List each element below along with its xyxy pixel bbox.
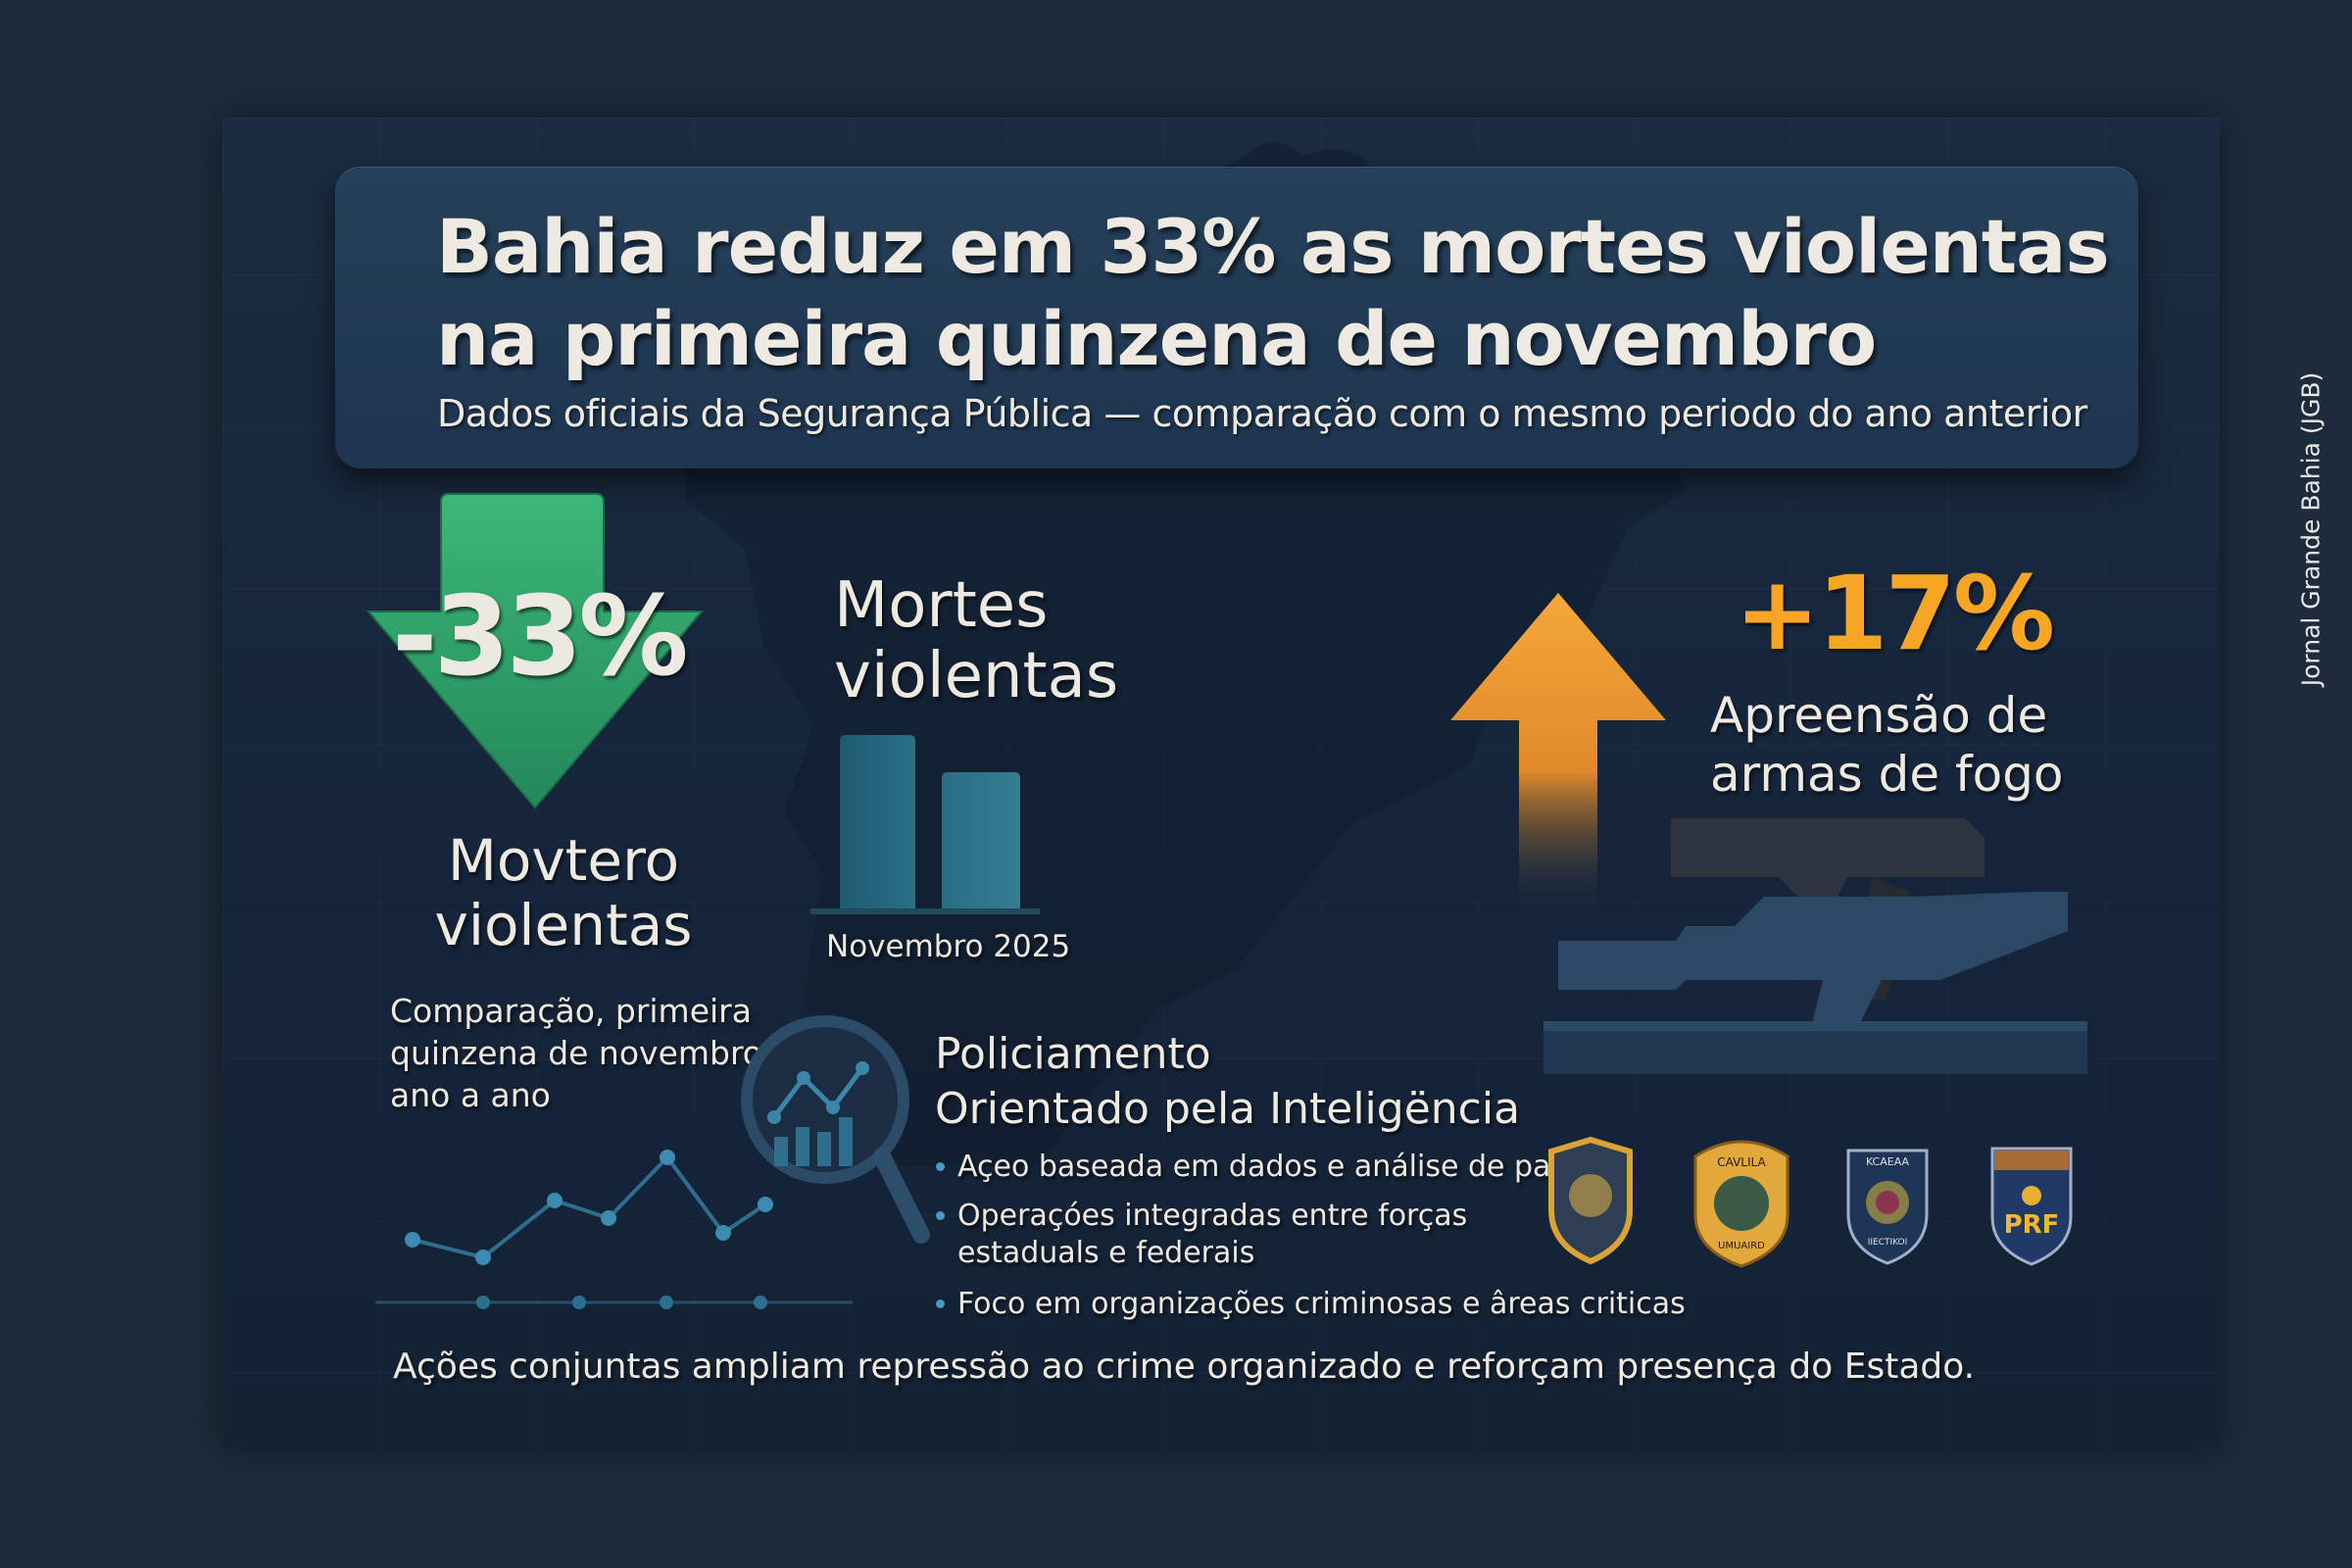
policing-title-line-1: Policiamento — [935, 1029, 1211, 1079]
policing-bullets: Açeo baseada em dados e análise de padrõ… — [936, 1149, 1686, 1323]
bar-current-year — [942, 772, 1020, 910]
magnifier-chart-icon — [741, 1015, 930, 1244]
badge-bottom-text: IIECTIKOI — [1868, 1238, 1908, 1248]
left-label-line-1: Movtero — [447, 827, 680, 894]
policing-title: Policiamento Orientado pela Inteligëncia — [935, 1027, 1520, 1137]
right-label-line-1: Apreensão de — [1710, 687, 2048, 744]
desc-line-3: ano a ano — [390, 1076, 551, 1114]
title-box — [335, 167, 2138, 468]
bullet-item: Operaçóes integradas entre forças — [936, 1198, 1686, 1235]
prf-text: PRF — [2004, 1210, 2060, 1240]
bar-caption: Novembro 2025 — [826, 929, 1071, 964]
police-badge-icon — [1548, 1137, 1633, 1264]
bullet-dot-icon — [936, 1162, 945, 1171]
bullet-dot-icon — [936, 1211, 945, 1220]
prf-badge-icon: PRF — [1990, 1147, 2073, 1266]
police-badge-icon: CAVLILA UMUAIRD — [1693, 1140, 1789, 1268]
left-label-line-2: violentas — [434, 892, 693, 958]
bar-title-line-1: Mortes — [834, 569, 1049, 642]
bullet-item: Açeo baseada em dados e análise de padrõ… — [936, 1149, 1686, 1186]
footer-text: Ações conjuntas ampliam repressão ao cri… — [393, 1347, 1976, 1387]
desc-line-2: quinzena de novembro, — [390, 1034, 773, 1072]
left-stat-label: Movtero violentas — [412, 828, 715, 957]
badge-top-text: CAVLILA — [1717, 1155, 1766, 1169]
bar-title-line-2: violentas — [834, 640, 1119, 712]
police-badge-icon: KCAEAA IIECTIKOI — [1846, 1149, 1929, 1265]
bar-previous-year — [840, 735, 915, 910]
decrease-percentage: -33% — [392, 573, 689, 701]
subtitle: Dados oficiais da Segurança Pública — co… — [437, 392, 2087, 435]
increase-percentage: +17% — [1735, 554, 2055, 673]
title-line-2: na primeira quinzena de novembro — [436, 295, 1877, 382]
right-label-line-2: armas de fogo — [1710, 746, 2064, 803]
badge-bottom-text: UMUAIRD — [1718, 1241, 1765, 1251]
title-line-1: Bahia reduz em 33% as mortes violentas — [436, 203, 2110, 290]
bullet-item: Foco em organizações criminosas e âreas … — [936, 1286, 1686, 1323]
seized-weapons-icon — [1544, 818, 2087, 1074]
down-arrow-icon — [366, 493, 705, 809]
bullet-item-continuation: estaduals e federais — [957, 1236, 1255, 1270]
policing-title-line-2: Orientado pela Inteligëncia — [935, 1084, 1521, 1134]
bar-panel-title: Mortes violentas — [834, 570, 1118, 711]
bar-baseline — [810, 908, 1040, 914]
up-arrow-icon — [1450, 593, 1666, 916]
trend-line-decoration — [375, 1150, 853, 1309]
page-title: Bahia reduz em 33% as mortes violentas n… — [436, 201, 2110, 385]
watermark: Jornal Grande Bahia (JGB) — [2296, 371, 2326, 687]
right-stat-label: Apreensão de armas de fogo — [1710, 686, 2064, 804]
bullet-dot-icon — [936, 1299, 945, 1308]
badge-top-text: KCAEAA — [1866, 1155, 1910, 1168]
desc-line-1: Comparação, primeira — [390, 992, 752, 1030]
comparison-description: Comparação, primeira quinzena de novembr… — [390, 990, 773, 1116]
